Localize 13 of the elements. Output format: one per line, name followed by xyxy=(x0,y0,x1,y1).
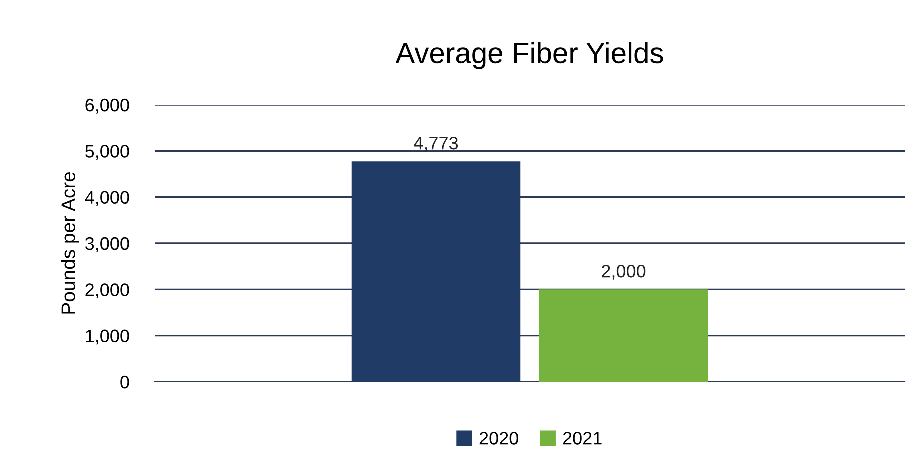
y-tick-label: 0 xyxy=(120,376,130,389)
y-tick-label: 1,000 xyxy=(86,330,130,345)
legend-label: 2021 xyxy=(563,432,602,445)
y-tick-label: 4,000 xyxy=(85,191,130,206)
data-label: 2,000 xyxy=(602,264,646,280)
y-tick-label: 5,000 xyxy=(86,145,130,160)
data-label: 4,773 xyxy=(414,136,458,152)
y-tick-label: 3,000 xyxy=(86,237,130,252)
y-tick-label: 6,000 xyxy=(86,98,130,114)
y-tick-label: 2,000 xyxy=(86,284,130,299)
chart-title: Average Fiber Yields xyxy=(396,42,664,70)
legend-label: 2020 xyxy=(480,432,518,445)
y-axis-title: Pounds per Acre xyxy=(61,172,80,314)
